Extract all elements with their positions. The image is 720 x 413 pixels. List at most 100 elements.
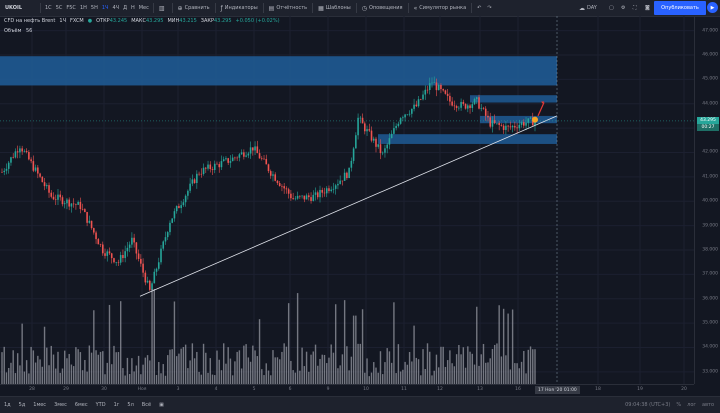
calendar-button[interactable]: ▣ xyxy=(155,402,168,408)
volume-bar xyxy=(326,363,328,384)
reports-button[interactable]: ▤ Отчётность xyxy=(266,0,310,16)
alerts-button[interactable]: ◷ Оповещения xyxy=(359,0,406,16)
range-button[interactable]: 1д xyxy=(4,402,11,408)
settings-button[interactable]: ⚙ xyxy=(618,0,628,16)
indicators-label: Индикаторы xyxy=(224,5,258,11)
volume-bar xyxy=(523,350,525,384)
layout-button[interactable]: ▢ xyxy=(606,0,617,16)
publish-button[interactable]: Опубликовать xyxy=(654,1,706,15)
candle-body xyxy=(231,157,234,162)
snapshot-button[interactable]: ◙ xyxy=(642,0,653,16)
clock-time[interactable]: 09:04:38 (UTC+3) xyxy=(625,402,671,408)
volume-bar xyxy=(113,345,115,384)
volume-bar xyxy=(263,375,265,384)
interval-button[interactable]: 1Ч xyxy=(101,5,109,11)
legend-title: CFD на нефть Brent xyxy=(4,18,56,24)
volume-bar xyxy=(184,344,187,384)
candle-body xyxy=(173,211,176,219)
candle-body xyxy=(117,262,120,263)
volume-bar xyxy=(359,343,362,384)
candle-body xyxy=(464,103,467,109)
volume-bar xyxy=(214,375,216,384)
candle-body xyxy=(375,138,377,147)
auto-toggle[interactable]: авто xyxy=(702,402,714,408)
candle-body xyxy=(283,186,285,189)
candle-body xyxy=(209,164,212,170)
market-simulator-button[interactable]: «Симулятор рынка xyxy=(411,0,470,16)
interval-button[interactable]: F5С xyxy=(66,5,76,11)
range-button[interactable]: Всё xyxy=(141,402,152,408)
calendar-icon: ▣ xyxy=(159,402,164,408)
volume-bar xyxy=(90,352,93,384)
candle-body xyxy=(234,157,236,159)
interval-button[interactable]: Н xyxy=(130,5,135,11)
volume-bar xyxy=(458,344,460,384)
undo-button[interactable]: ↶ xyxy=(474,0,484,16)
volume-bar xyxy=(3,346,5,384)
time-axis[interactable]: 28 29 30 Ноя 3 4 5 6 9 10 11 12 13 16 18 19 20 17 Ноя '20… xyxy=(0,384,694,397)
price-tick-label: 44.000 xyxy=(702,101,718,107)
candle-body xyxy=(406,114,409,116)
candle-body xyxy=(196,173,198,184)
range-button[interactable]: 3мес xyxy=(54,402,67,408)
range-button[interactable]: YTD xyxy=(95,402,106,408)
log-toggle[interactable]: лог xyxy=(687,402,697,408)
supply-demand-zone xyxy=(470,95,557,103)
chart-type-button[interactable]: ▥ xyxy=(156,0,170,16)
range-button[interactable]: 5д xyxy=(18,402,26,408)
candle-body xyxy=(202,167,205,175)
interval-button[interactable]: 1С xyxy=(45,5,52,11)
candle-body xyxy=(198,173,200,175)
price-chart[interactable] xyxy=(0,16,694,384)
volume-bar xyxy=(493,344,496,384)
supply-demand-zone xyxy=(0,56,557,86)
candle-body xyxy=(153,271,156,284)
play-button[interactable]: ▶ xyxy=(707,2,718,13)
time-tick-label: 13 xyxy=(477,387,483,392)
volume-bar xyxy=(160,373,162,384)
range-button[interactable]: 5л xyxy=(127,402,134,408)
fullscreen-button[interactable]: ⛶ xyxy=(630,0,640,16)
percent-toggle[interactable]: % xyxy=(676,402,682,408)
cloud-day-button[interactable]: ☁ DAY xyxy=(576,0,600,16)
interval-button[interactable]: 5С xyxy=(55,5,63,11)
candle-body xyxy=(119,255,122,263)
candle-body xyxy=(281,186,283,187)
interval-button[interactable]: 5Н xyxy=(90,5,98,11)
volume-bar xyxy=(467,346,469,384)
volume-bar xyxy=(256,356,259,384)
volume-bar xyxy=(433,370,435,384)
candle-body xyxy=(355,135,357,149)
volume-bar xyxy=(314,344,317,384)
range-button[interactable]: 1мес xyxy=(33,402,47,408)
compare-button[interactable]: ⊕ Сравнить xyxy=(175,0,213,16)
indicators-button[interactable]: ƒ Индикаторы xyxy=(218,0,261,16)
candle-body xyxy=(525,122,527,126)
volume-bar xyxy=(464,367,467,384)
price-tick-label: 47.000 xyxy=(702,28,718,34)
price-axis[interactable]: 47.00046.00045.00044.00043.00042.00041.0… xyxy=(694,16,720,384)
volume-bar xyxy=(505,355,507,384)
interval-button[interactable]: Д xyxy=(123,5,127,11)
interval-button[interactable]: Мес xyxy=(138,5,149,11)
volume-bar xyxy=(128,374,131,384)
volume-bar xyxy=(158,362,160,384)
templates-button[interactable]: ▦ Шаблоны xyxy=(315,0,354,16)
volume-bar xyxy=(487,362,489,384)
volume-bar xyxy=(30,346,32,384)
interval-button[interactable]: 1Н xyxy=(79,5,87,11)
range-button[interactable]: 1г xyxy=(113,402,120,408)
candle-body xyxy=(249,147,252,154)
interval-button[interactable]: 4Ч xyxy=(112,5,120,11)
candle-body xyxy=(442,89,444,91)
range-button[interactable]: 6мес xyxy=(74,402,88,408)
candle-body xyxy=(189,183,191,191)
candle-body xyxy=(263,158,265,160)
volume-bar xyxy=(88,345,91,384)
volume-bar xyxy=(424,368,426,384)
candle-body xyxy=(151,283,153,290)
volume-bar xyxy=(451,363,453,384)
symbol-search[interactable]: UKOIL xyxy=(5,5,23,11)
candle-body xyxy=(440,84,442,90)
redo-button[interactable]: ↷ xyxy=(484,0,494,16)
